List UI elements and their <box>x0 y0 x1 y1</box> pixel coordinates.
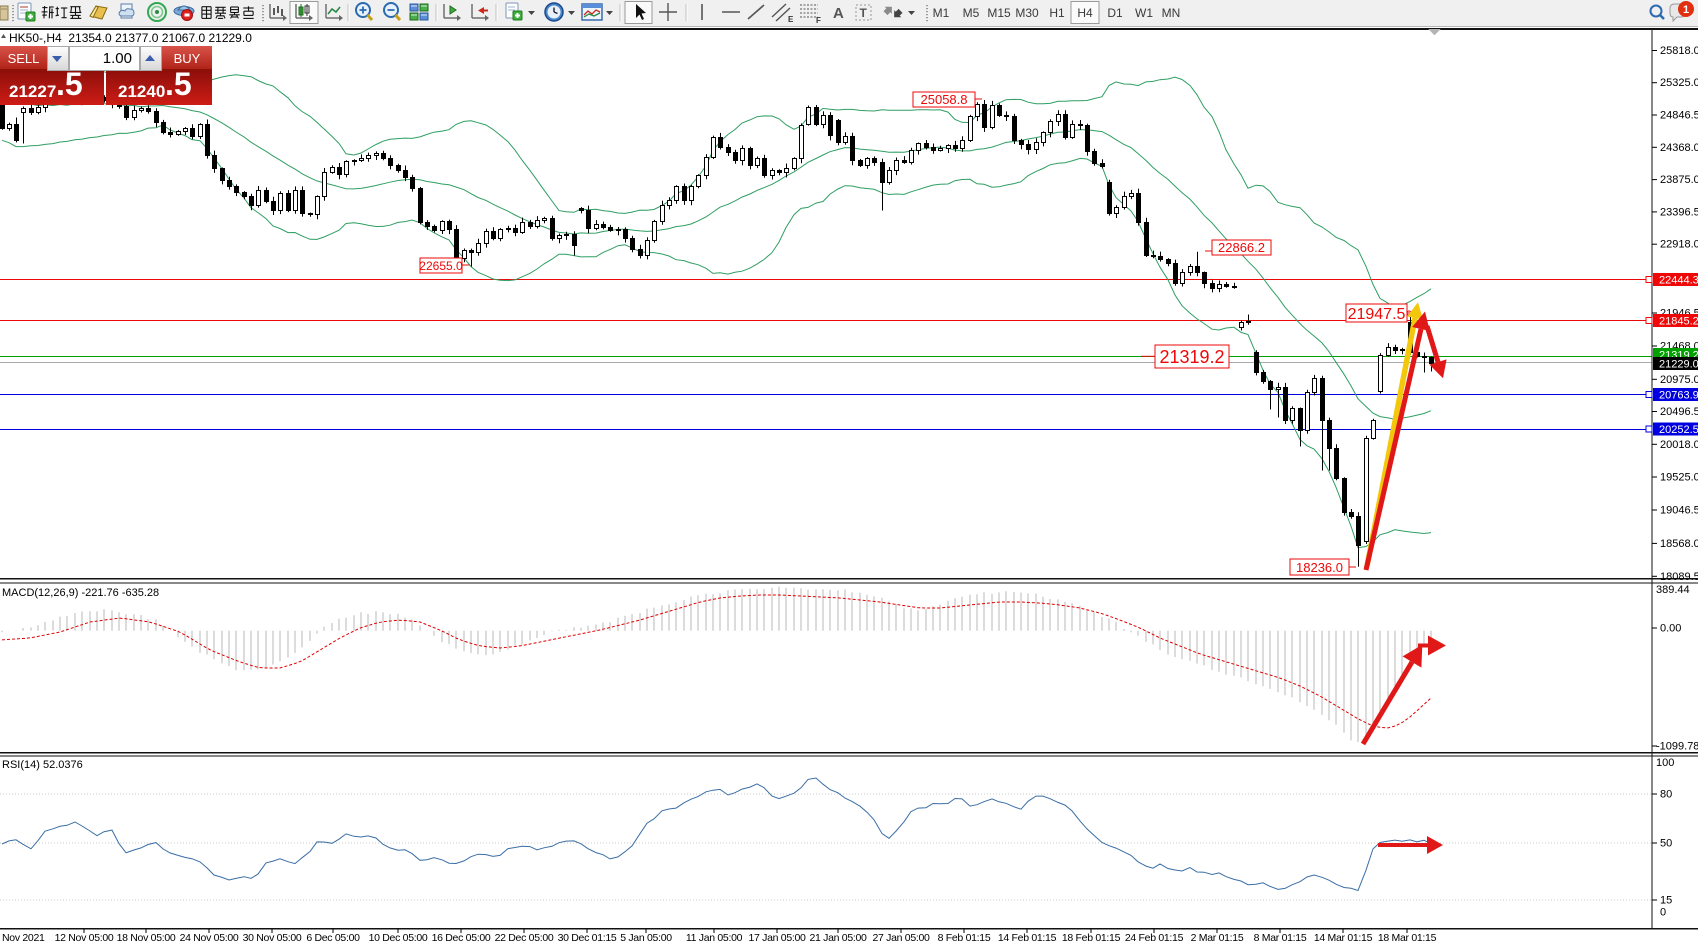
svg-text:6 Dec 05:00: 6 Dec 05:00 <box>306 932 360 944</box>
svg-text:21 Jan 05:00: 21 Jan 05:00 <box>809 932 867 944</box>
svg-text:M1: M1 <box>933 6 950 20</box>
svg-text:24846.5: 24846.5 <box>1660 110 1698 122</box>
svg-text:MN: MN <box>1162 6 1181 20</box>
svg-text:27 Jan 05:00: 27 Jan 05:00 <box>872 932 930 944</box>
svg-text:Nov 2021: Nov 2021 <box>2 932 45 944</box>
svg-text:24 Feb 01:15: 24 Feb 01:15 <box>1125 932 1184 944</box>
svg-text:10 Dec 05:00: 10 Dec 05:00 <box>369 932 428 944</box>
svg-text:-1099.78: -1099.78 <box>1656 741 1698 753</box>
svg-text:20496.5: 20496.5 <box>1660 406 1698 418</box>
svg-text:21947.5: 21947.5 <box>1348 306 1406 323</box>
svg-text:25818.0: 25818.0 <box>1660 45 1698 57</box>
svg-text:15: 15 <box>1660 895 1672 907</box>
svg-text:H1: H1 <box>1049 6 1065 20</box>
svg-text:M30: M30 <box>1015 6 1039 20</box>
svg-text:22866.2: 22866.2 <box>1218 240 1265 255</box>
svg-text:24368.0: 24368.0 <box>1660 142 1698 154</box>
svg-text:12 Nov 05:00: 12 Nov 05:00 <box>55 932 114 944</box>
svg-text:22918.0: 22918.0 <box>1660 239 1698 251</box>
svg-text:23396.5: 23396.5 <box>1660 206 1698 218</box>
svg-text:20763.9: 20763.9 <box>1659 390 1698 402</box>
svg-text:RSI(14) 52.0376: RSI(14) 52.0376 <box>2 759 83 771</box>
svg-text:F: F <box>816 16 821 25</box>
svg-text:19046.5: 19046.5 <box>1660 505 1698 517</box>
svg-text:389.44: 389.44 <box>1656 584 1690 596</box>
svg-text:21229.0: 21229.0 <box>1659 359 1698 371</box>
svg-text:18089.5: 18089.5 <box>1660 571 1698 583</box>
svg-text:50: 50 <box>1660 838 1672 850</box>
svg-text:MACD(12,26,9) -221.76 -635.28: MACD(12,26,9) -221.76 -635.28 <box>2 587 159 599</box>
svg-text:M15: M15 <box>987 6 1011 20</box>
svg-text:21845.2: 21845.2 <box>1659 316 1698 328</box>
svg-text:80: 80 <box>1660 789 1672 801</box>
svg-text:A: A <box>833 5 844 22</box>
svg-text:30 Dec 01:15: 30 Dec 01:15 <box>558 932 617 944</box>
svg-text:0.00: 0.00 <box>1660 623 1681 635</box>
svg-text:23875.0: 23875.0 <box>1660 174 1698 186</box>
svg-text:D1: D1 <box>1107 6 1123 20</box>
svg-text:24 Nov 05:00: 24 Nov 05:00 <box>180 932 239 944</box>
svg-text:20975.0: 20975.0 <box>1660 374 1698 386</box>
svg-text:8 Mar 01:15: 8 Mar 01:15 <box>1254 932 1307 944</box>
svg-text:H4: H4 <box>1077 6 1093 20</box>
svg-text:1: 1 <box>1683 4 1689 16</box>
svg-text:T: T <box>860 6 868 20</box>
svg-text:19525.0: 19525.0 <box>1660 472 1698 484</box>
svg-text:25058.8: 25058.8 <box>921 92 968 107</box>
svg-text:2 Mar 01:15: 2 Mar 01:15 <box>1191 932 1244 944</box>
svg-text:E: E <box>788 15 794 24</box>
svg-text:22655.0: 22655.0 <box>419 259 463 273</box>
svg-text:18236.0: 18236.0 <box>1296 560 1343 575</box>
svg-text:16 Dec 05:00: 16 Dec 05:00 <box>432 932 491 944</box>
svg-text:8 Feb 01:15: 8 Feb 01:15 <box>938 932 991 944</box>
svg-text:20018.0: 20018.0 <box>1660 439 1698 451</box>
svg-text:18 Mar 01:15: 18 Mar 01:15 <box>1378 932 1437 944</box>
svg-text:5 Jan 05:00: 5 Jan 05:00 <box>620 932 672 944</box>
svg-text:18568.0: 18568.0 <box>1660 538 1698 550</box>
svg-text:30 Nov 05:00: 30 Nov 05:00 <box>243 932 302 944</box>
svg-text:22444.3: 22444.3 <box>1659 275 1698 287</box>
svg-text:20252.5: 20252.5 <box>1659 424 1698 436</box>
svg-text:100: 100 <box>1656 757 1674 769</box>
svg-text:14 Mar 01:15: 14 Mar 01:15 <box>1314 932 1373 944</box>
svg-text:14 Feb 01:15: 14 Feb 01:15 <box>998 932 1057 944</box>
svg-text:M5: M5 <box>963 6 980 20</box>
svg-text:W1: W1 <box>1135 6 1153 20</box>
svg-text:0: 0 <box>1660 907 1666 919</box>
svg-text:11 Jan 05:00: 11 Jan 05:00 <box>686 932 743 944</box>
svg-text:18 Feb 01:15: 18 Feb 01:15 <box>1062 932 1121 944</box>
svg-text:18 Nov 05:00: 18 Nov 05:00 <box>117 932 176 944</box>
svg-text:17 Jan 05:00: 17 Jan 05:00 <box>748 932 806 944</box>
svg-text:25325.0: 25325.0 <box>1660 77 1698 89</box>
svg-text:22 Dec 05:00: 22 Dec 05:00 <box>495 932 554 944</box>
svg-text:21319.2: 21319.2 <box>1159 347 1224 367</box>
